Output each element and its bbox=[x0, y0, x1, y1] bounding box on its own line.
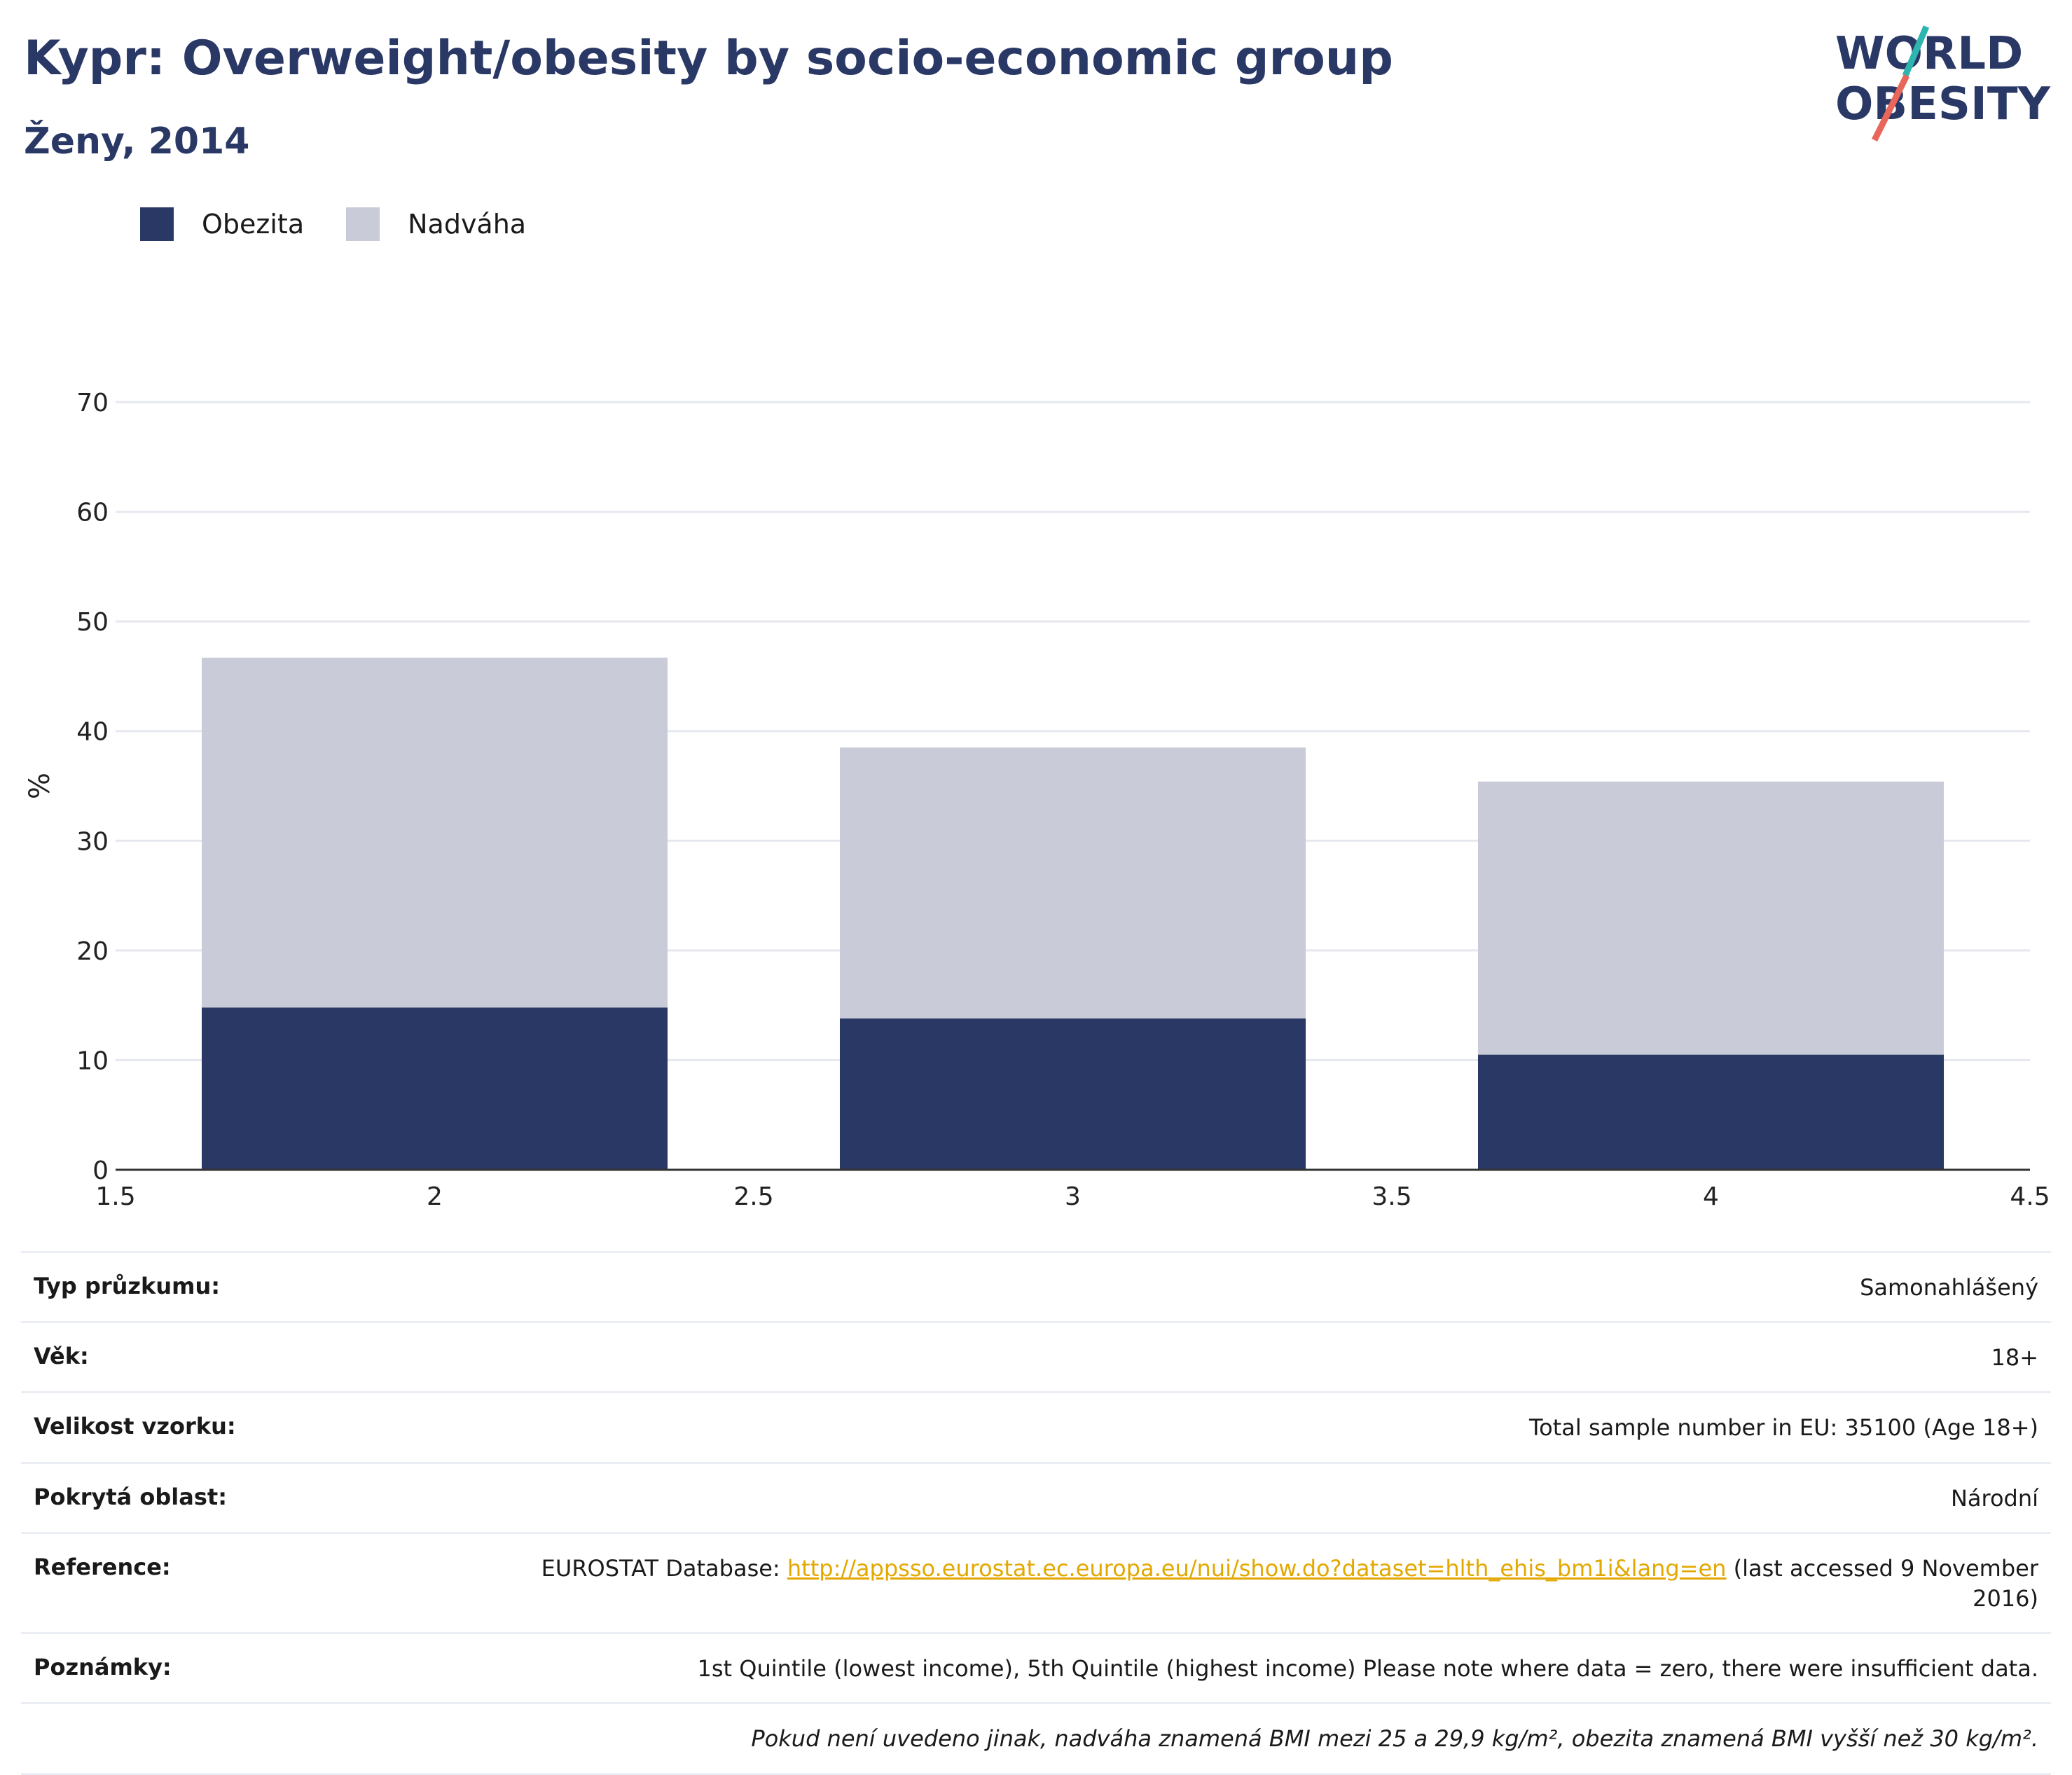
legend-label-obezita: Obezita bbox=[202, 209, 305, 240]
logo-slash-teal bbox=[1902, 25, 1930, 77]
y-tick-label: 0 bbox=[92, 1156, 109, 1185]
reference-prefix: EUROSTAT Database: bbox=[541, 1554, 787, 1582]
meta-label-notes: Poznámky: bbox=[34, 1654, 172, 1681]
axes: 0 10 20 30 40 50 60 70 1.5 2 2.5 3 3.5 4 4.5% bbox=[24, 389, 2050, 1211]
meta-value-survey-type: Samonahlášený bbox=[1860, 1274, 2038, 1301]
y-tick-label: 10 bbox=[76, 1047, 109, 1075]
bar-nadvaha-2[interactable] bbox=[201, 657, 668, 1008]
reference-link[interactable]: http://appsso.eurostat.ec.europa.eu/nui/… bbox=[787, 1554, 1727, 1582]
chart-title: Kypr: Overweight/obesity by socio-econom… bbox=[24, 31, 1393, 86]
chart-legend: Obezita Nadváha bbox=[140, 207, 568, 241]
meta-row-area: Pokrytá oblast: Národní bbox=[21, 1461, 2051, 1532]
bar-obezita-2[interactable] bbox=[201, 1007, 668, 1170]
y-tick-label: 60 bbox=[76, 499, 109, 527]
x-tick-label: 4 bbox=[1703, 1182, 1719, 1211]
meta-row-notes: Poznámky: 1st Quintile (lowest income), … bbox=[21, 1632, 2051, 1702]
bar-nadvaha-3[interactable] bbox=[839, 747, 1306, 1018]
meta-row-age: Věk: 18+ bbox=[21, 1321, 2051, 1391]
legend-item-obezita[interactable]: Obezita bbox=[140, 207, 304, 241]
meta-label-area: Pokrytá oblast: bbox=[34, 1483, 227, 1510]
meta-row-definition: Pokud není uvedeno jinak, nadváha znamen… bbox=[21, 1702, 2051, 1775]
bar-nadvaha-4[interactable] bbox=[1477, 781, 1945, 1055]
bar-obezita-4[interactable] bbox=[1477, 1054, 1945, 1170]
legend-swatch-nadvaha bbox=[346, 207, 380, 241]
logo-slash-coral bbox=[1871, 74, 1910, 142]
stacked-bar-chart: 0 10 20 30 40 50 60 70 1.5 2 2.5 3 3.5 4 4.5% bbox=[0, 266, 2072, 1219]
x-tick-label: 3.5 bbox=[1372, 1182, 1411, 1211]
bmi-definition-note: Pokud není uvedeno jinak, nadváha znamen… bbox=[751, 1725, 2038, 1753]
chart-subtitle: Ženy, 2014 bbox=[24, 120, 250, 163]
bars bbox=[201, 657, 1945, 1170]
meta-row-reference: Reference: EUROSTAT Database: http://app… bbox=[21, 1531, 2051, 1632]
meta-value-reference: EUROSTAT Database: http://appsso.eurosta… bbox=[532, 1554, 2038, 1614]
meta-value-notes: 1st Quintile (lowest income), 5th Quinti… bbox=[697, 1655, 2039, 1683]
meta-value-age: 18+ bbox=[1991, 1344, 2038, 1372]
y-tick-label: 70 bbox=[76, 389, 109, 417]
legend-swatch-obezita bbox=[140, 207, 174, 241]
reference-suffix: (last accessed 9 November 2016) bbox=[1726, 1554, 2038, 1612]
x-tick-label: 1.5 bbox=[95, 1182, 135, 1211]
y-tick-label: 40 bbox=[76, 718, 109, 747]
x-tick-label: 2.5 bbox=[733, 1182, 773, 1211]
y-tick-label: 50 bbox=[76, 608, 109, 637]
meta-label-reference: Reference: bbox=[34, 1553, 171, 1580]
meta-row-sample: Velikost vzorku: Total sample number in … bbox=[21, 1391, 2051, 1461]
x-tick-label: 4.5 bbox=[2010, 1182, 2050, 1211]
x-tick-label: 2 bbox=[427, 1182, 443, 1211]
y-tick-label: 30 bbox=[76, 827, 109, 856]
legend-label-nadvaha: Nadváha bbox=[408, 209, 527, 240]
logo-word-obesity: OBESITY bbox=[1835, 78, 2050, 130]
meta-row-survey-type: Typ průzkumu: Samonahlášený bbox=[21, 1251, 2051, 1321]
logo-word-world: WORLD bbox=[1835, 28, 2023, 80]
world-obesity-logo: WORLD OBESITY bbox=[1828, 21, 2052, 147]
meta-value-sample: Total sample number in EU: 35100 (Age 18… bbox=[1529, 1414, 2038, 1442]
y-axis-label: % bbox=[24, 773, 56, 799]
x-tick-label: 3 bbox=[1065, 1182, 1081, 1211]
meta-value-area: Národní bbox=[1950, 1484, 2038, 1512]
y-tick-label: 20 bbox=[76, 937, 109, 966]
meta-label-survey-type: Typ průzkumu: bbox=[34, 1273, 221, 1299]
metadata-table: Typ průzkumu: Samonahlášený Věk: 18+ Vel… bbox=[21, 1251, 2051, 1775]
legend-item-nadvaha[interactable]: Nadváha bbox=[346, 207, 526, 241]
meta-label-sample: Velikost vzorku: bbox=[34, 1413, 236, 1440]
bar-obezita-3[interactable] bbox=[839, 1018, 1306, 1170]
meta-label-age: Věk: bbox=[34, 1343, 89, 1370]
